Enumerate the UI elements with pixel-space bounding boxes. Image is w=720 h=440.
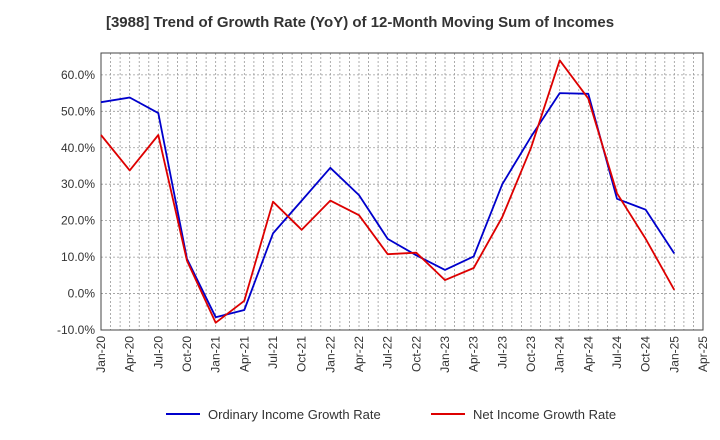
x-tick-label: Jul-21 bbox=[266, 336, 280, 369]
x-tick-label: Jan-21 bbox=[209, 336, 223, 373]
y-tick-label: 40.0% bbox=[61, 141, 95, 155]
y-tick-label: 60.0% bbox=[61, 68, 95, 82]
legend-label: Ordinary Income Growth Rate bbox=[208, 407, 381, 422]
y-tick-label: 10.0% bbox=[61, 250, 95, 264]
legend-label: Net Income Growth Rate bbox=[473, 407, 616, 422]
x-tick-label: Jan-25 bbox=[667, 336, 681, 373]
x-tick-label: Jan-20 bbox=[94, 336, 108, 373]
x-tick-label: Jul-22 bbox=[381, 336, 395, 369]
y-tick-label: 0.0% bbox=[68, 287, 96, 301]
plot-background bbox=[101, 53, 703, 330]
series-line-net-income bbox=[100, 59, 676, 324]
x-tick-label: Jul-20 bbox=[151, 336, 165, 369]
x-tick-label: Apr-23 bbox=[467, 336, 481, 372]
x-tick-label: Apr-22 bbox=[352, 336, 366, 372]
chart-title: [3988] Trend of Growth Rate (YoY) of 12-… bbox=[105, 14, 615, 31]
x-tick-label: Oct-23 bbox=[524, 336, 538, 372]
y-tick-label: 50.0% bbox=[61, 104, 95, 118]
x-tick-label: Jul-23 bbox=[495, 336, 509, 369]
y-tick-label: -10.0% bbox=[57, 323, 95, 337]
x-tick-label: Oct-21 bbox=[295, 336, 309, 372]
x-tick-label: Apr-21 bbox=[237, 336, 251, 372]
x-tick-label: Apr-20 bbox=[123, 336, 137, 372]
x-tick-label: Jan-23 bbox=[438, 336, 452, 373]
y-tick-label: 20.0% bbox=[61, 214, 95, 228]
x-tick-label: Jul-24 bbox=[610, 336, 624, 369]
x-tick-label: Jan-22 bbox=[323, 336, 337, 373]
x-tick-label: Apr-25 bbox=[696, 336, 710, 372]
y-tick-label: 30.0% bbox=[61, 177, 95, 191]
x-tick-label: Oct-24 bbox=[639, 336, 653, 372]
x-tick-label: Oct-20 bbox=[180, 336, 194, 372]
series-line-ordinary-income bbox=[100, 92, 676, 319]
x-tick-label: Jan-24 bbox=[553, 336, 567, 373]
x-tick-label: Oct-22 bbox=[409, 336, 423, 372]
x-tick-label: Apr-24 bbox=[581, 336, 595, 372]
plot-frame bbox=[100, 52, 704, 331]
